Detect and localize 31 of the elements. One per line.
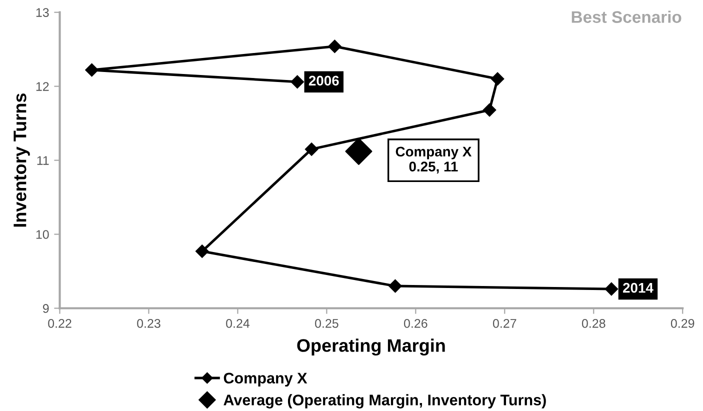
point <box>196 244 209 258</box>
x-tick-label: 0.22 <box>48 318 72 328</box>
point <box>304 142 318 156</box>
point <box>490 72 504 86</box>
y-tick-label: 10 <box>36 230 49 239</box>
x-tick-label: 0.27 <box>492 318 516 328</box>
legend-label: Average (Operating Margin, Inventory Turns) <box>224 394 546 408</box>
x-tick-label: 0.24 <box>226 318 250 328</box>
annotation: Company X 0.25, 11 <box>396 146 472 174</box>
x-tick-label: 0.29 <box>670 318 694 328</box>
x-tick-label: 0.26 <box>404 318 428 328</box>
legend-label: Company X <box>224 372 308 387</box>
y-tick-label: 9 <box>42 304 49 313</box>
point <box>604 282 618 296</box>
point <box>290 75 304 88</box>
x-tick-label: 0.23 <box>137 318 160 328</box>
annotation: 2014 <box>623 282 654 293</box>
x-tick-label: 0.28 <box>582 318 606 328</box>
point <box>345 138 372 165</box>
y-tick-label: 11 <box>37 156 49 165</box>
point <box>328 40 342 53</box>
y-tick-label: 13 <box>36 8 49 17</box>
point <box>388 279 402 293</box>
annotation: 2006 <box>308 76 339 86</box>
annotation: Best Scenario <box>572 10 682 23</box>
x-tick-label: 0.25 <box>315 318 338 328</box>
x-axis-title: Operating Margin <box>297 338 445 356</box>
y-tick-label: 12 <box>36 82 49 91</box>
point <box>482 103 496 117</box>
point <box>85 63 98 77</box>
y-axis-title: Inventory Turns <box>14 93 30 227</box>
